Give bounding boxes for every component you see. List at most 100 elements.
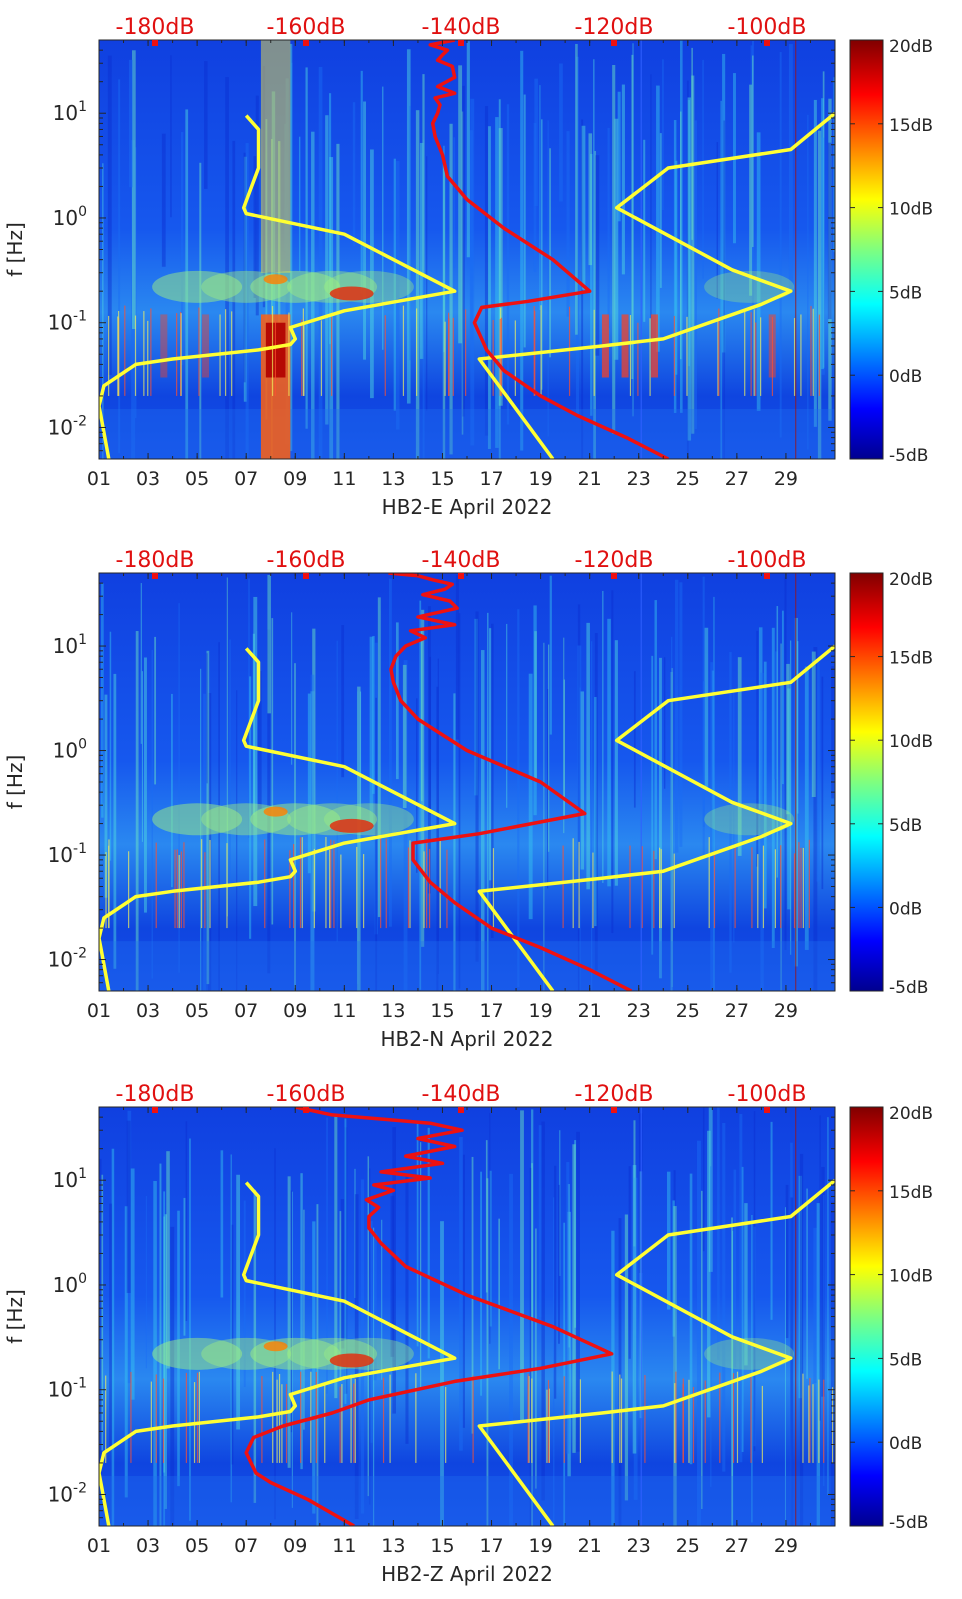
colorbar-tick-label: -5dB bbox=[889, 446, 928, 466]
top-db-label: -160dB bbox=[267, 1082, 346, 1107]
x-tick-label: 09 bbox=[283, 468, 307, 490]
y-tick-label: 10-2 bbox=[48, 946, 87, 972]
x-tick-label: 15 bbox=[430, 1535, 454, 1557]
top-db-label: -100dB bbox=[728, 15, 807, 40]
colorbar-tick-label: 10dB bbox=[889, 1267, 933, 1287]
x-tick-label: 17 bbox=[479, 1535, 503, 1557]
x-tick-label: 19 bbox=[529, 468, 553, 490]
colorbar-tick-label: 10dB bbox=[889, 200, 933, 220]
x-tick-label: 29 bbox=[774, 1000, 798, 1022]
yellow-noise-model-curve-2 bbox=[477, 1178, 835, 1526]
top-db-label: -120dB bbox=[575, 548, 654, 573]
top-db-label: -140dB bbox=[422, 1082, 501, 1107]
colorbar-tick-label: 0dB bbox=[889, 899, 922, 919]
yellow-noise-model-curve-1 bbox=[99, 114, 457, 459]
y-tick-label: 10-1 bbox=[48, 841, 87, 867]
yellow-noise-model-curve-1 bbox=[99, 647, 457, 991]
x-tick-label: 21 bbox=[578, 1000, 602, 1022]
x-tick-label: 13 bbox=[381, 1000, 405, 1022]
x-tick-label: 11 bbox=[332, 1000, 356, 1022]
colorbar-tick-label: -5dB bbox=[889, 1513, 928, 1533]
x-tick-label: 11 bbox=[332, 468, 356, 490]
colorbar-tick-label: 10dB bbox=[889, 732, 933, 752]
x-tick-label: 17 bbox=[479, 1000, 503, 1022]
spectrogram-panel-2: 01 03 05 07 09 11 13 15 17 19 21 23 25 27 29 10-2 10-1 10… bbox=[3, 548, 933, 1051]
x-tick-label: 23 bbox=[627, 1000, 651, 1022]
x-tick-label: 01 bbox=[87, 468, 111, 490]
x-tick-label: 15 bbox=[430, 1000, 454, 1022]
x-tick-label: 09 bbox=[283, 1535, 307, 1557]
x-tick-label: 23 bbox=[627, 1535, 651, 1557]
top-db-label: -160dB bbox=[267, 548, 346, 573]
colorbar-tick-label: 20dB bbox=[889, 37, 933, 57]
colorbar-tick-label: -5dB bbox=[889, 978, 928, 998]
top-db-label: -180dB bbox=[116, 15, 195, 40]
x-tick-label: 29 bbox=[774, 468, 798, 490]
x-tick-label: 27 bbox=[725, 1000, 749, 1022]
x-tick-label: 23 bbox=[627, 468, 651, 490]
colorbar-tick-label: 20dB bbox=[889, 570, 933, 590]
colorbar-tick-label: 5dB bbox=[889, 283, 922, 303]
x-tick-label: 25 bbox=[676, 468, 700, 490]
x-tick-label: 25 bbox=[676, 1535, 700, 1557]
top-db-label: -140dB bbox=[422, 15, 501, 40]
colorbar-tick-label: 5dB bbox=[889, 816, 922, 836]
y-tick-label: 10-2 bbox=[48, 413, 87, 439]
x-tick-label: 17 bbox=[479, 468, 503, 490]
x-axis-label: HB2-E April 2022 bbox=[382, 495, 553, 519]
x-tick-label: 21 bbox=[578, 468, 602, 490]
colorbar-tick-label: 0dB bbox=[889, 367, 922, 387]
x-tick-label: 01 bbox=[87, 1000, 111, 1022]
x-tick-label: 27 bbox=[725, 1535, 749, 1557]
y-tick-label: 10-1 bbox=[48, 309, 87, 335]
spectrogram-image bbox=[99, 40, 835, 459]
x-tick-label: 07 bbox=[234, 468, 258, 490]
yellow-noise-model-curve-2 bbox=[477, 644, 835, 991]
red-psd-curve-3 bbox=[244, 1107, 614, 1526]
spectrogram-image bbox=[99, 1107, 835, 1526]
x-tick-label: 15 bbox=[430, 468, 454, 490]
colorbar-tick-label: 15dB bbox=[889, 1183, 933, 1203]
y-tick-label: 100 bbox=[53, 204, 87, 230]
y-axis-label: f [Hz] bbox=[3, 222, 27, 277]
y-axis-label: f [Hz] bbox=[3, 755, 27, 810]
x-tick-label: 19 bbox=[529, 1000, 553, 1022]
x-axis-label: HB2-Z April 2022 bbox=[381, 1562, 553, 1586]
red-psd-curve-3 bbox=[388, 573, 633, 991]
x-tick-label: 05 bbox=[185, 1535, 209, 1557]
yellow-noise-model-curve-1 bbox=[99, 1181, 457, 1526]
x-tick-label: 03 bbox=[136, 1000, 160, 1022]
y-axis-label: f [Hz] bbox=[3, 1289, 27, 1344]
yellow-noise-model-curve-2 bbox=[477, 111, 835, 459]
x-tick-label: 27 bbox=[725, 468, 749, 490]
spectrogram-image bbox=[99, 573, 835, 991]
colorbar: -5dB 0dB 5dB 10dB 15dB 20dB bbox=[849, 570, 933, 998]
x-tick-label: 09 bbox=[283, 1000, 307, 1022]
y-tick-label: 100 bbox=[53, 1271, 87, 1297]
red-psd-curve-3 bbox=[428, 40, 669, 459]
x-tick-label: 25 bbox=[676, 1000, 700, 1022]
top-db-label: -180dB bbox=[116, 548, 195, 573]
top-db-label: -120dB bbox=[575, 1082, 654, 1107]
x-axis-label: HB2-N April 2022 bbox=[381, 1027, 554, 1051]
x-tick-label: 01 bbox=[87, 1535, 111, 1557]
colorbar: -5dB 0dB 5dB 10dB 15dB 20dB bbox=[849, 37, 933, 466]
x-tick-label: 03 bbox=[136, 1535, 160, 1557]
colorbar-tick-label: 0dB bbox=[889, 1434, 922, 1454]
y-tick-label: 10-2 bbox=[48, 1480, 87, 1506]
top-db-label: -160dB bbox=[267, 15, 346, 40]
top-db-label: -120dB bbox=[575, 15, 654, 40]
colorbar: -5dB 0dB 5dB 10dB 15dB 20dB bbox=[849, 1104, 933, 1533]
colorbar-tick-label: 15dB bbox=[889, 116, 933, 136]
top-db-label: -100dB bbox=[728, 1082, 807, 1107]
top-db-label: -180dB bbox=[116, 1082, 195, 1107]
y-tick-label: 100 bbox=[53, 737, 87, 763]
y-tick-label: 10-1 bbox=[48, 1376, 87, 1402]
x-tick-label: 21 bbox=[578, 1535, 602, 1557]
y-tick-label: 101 bbox=[53, 99, 87, 125]
y-tick-label: 101 bbox=[53, 1166, 87, 1192]
x-tick-label: 29 bbox=[774, 1535, 798, 1557]
spectrogram-panel-3: 01 03 05 07 09 11 13 15 17 19 21 23 25 27 29 10-2 10-1 10… bbox=[3, 1082, 933, 1586]
y-tick-label: 101 bbox=[53, 632, 87, 658]
